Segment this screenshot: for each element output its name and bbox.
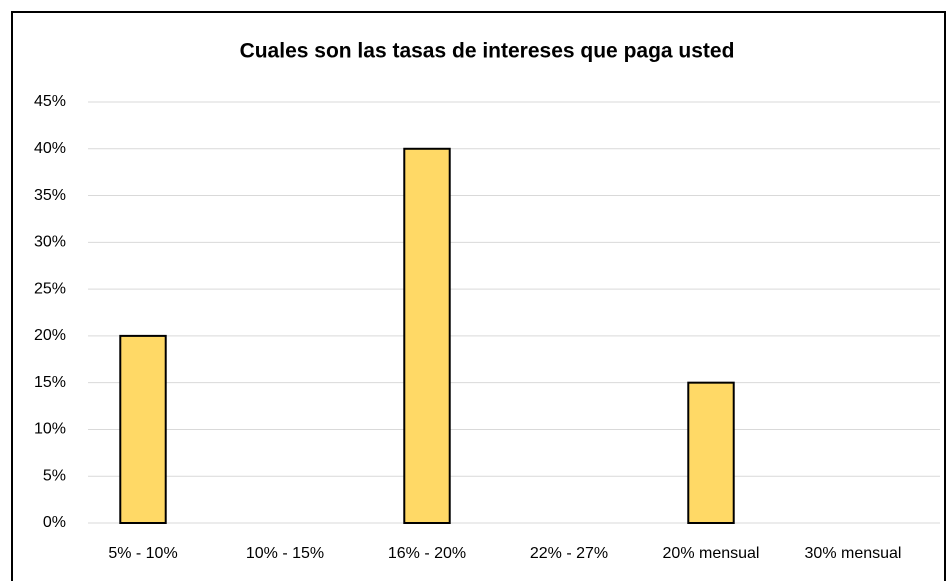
x-tick-label: 30% mensual bbox=[805, 545, 902, 562]
y-tick-label: 35% bbox=[34, 187, 66, 204]
x-tick-label: 16% - 20% bbox=[388, 545, 466, 562]
y-tick-label: 25% bbox=[34, 280, 66, 297]
y-tick-label: 0% bbox=[43, 514, 66, 531]
y-tick-label: 5% bbox=[43, 467, 66, 484]
y-tick-label: 10% bbox=[34, 421, 66, 438]
x-tick-label: 20% mensual bbox=[663, 545, 760, 562]
y-tick-label: 30% bbox=[34, 234, 66, 251]
bar bbox=[687, 381, 735, 524]
y-tick-label: 45% bbox=[34, 93, 66, 110]
bar bbox=[403, 147, 451, 524]
chart-title: Cuales son las tasas de intereses que pa… bbox=[240, 40, 735, 63]
y-tick-label: 15% bbox=[34, 374, 66, 391]
chart-border bbox=[11, 11, 946, 581]
x-tick-label: 10% - 15% bbox=[246, 545, 324, 562]
x-tick-label: 22% - 27% bbox=[530, 545, 608, 562]
y-tick-label: 40% bbox=[34, 140, 66, 157]
x-tick-label: 5% - 10% bbox=[108, 545, 177, 562]
bar bbox=[119, 334, 167, 524]
y-tick-label: 20% bbox=[34, 327, 66, 344]
